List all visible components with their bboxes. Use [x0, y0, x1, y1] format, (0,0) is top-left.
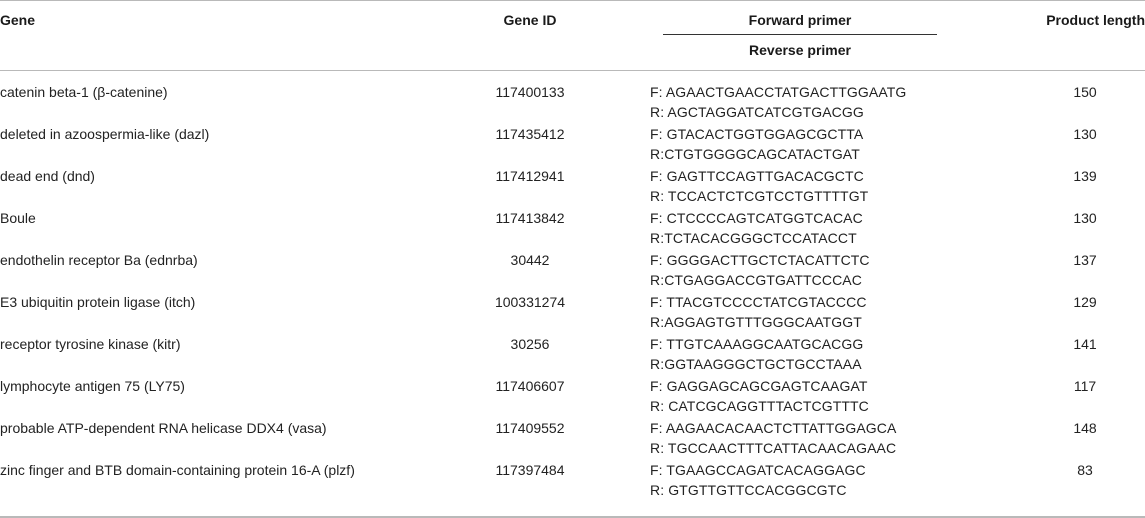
forward-primer: F: GGGGACTTGCTCTACATTCTC [650, 252, 870, 268]
reverse-primer: R:AGGAGTGTTTGGGCAATGGT [650, 314, 862, 330]
table-bottom-rule [0, 516, 1145, 518]
gene-id-cell: 30256 [510, 336, 550, 352]
primer-cell: F: GAGTTCCAGTTGACACGCTC R: TCCACTCTCGTCC… [650, 166, 868, 206]
primer-cell: F: TTGTCAAAGGCAATGCACGG R:GGTAAGGGCTGCTG… [650, 334, 863, 374]
header-forward-primer: Forward primer [748, 12, 852, 28]
gene-name-cell: probable ATP-dependent RNA helicase DDX4… [0, 420, 327, 436]
table-row: probable ATP-dependent RNA helicase DDX4… [0, 418, 1145, 460]
reverse-primer: R: AGCTAGGATCATCGTGACGG [650, 104, 864, 120]
product-length-cell: 117 [1073, 378, 1097, 394]
gene-name-cell: deleted in azoospermia-like (dazl) [0, 126, 210, 142]
product-length-cell: 83 [1077, 462, 1093, 478]
forward-primer: F: GAGGAGCAGCGAGTCAAGAT [650, 378, 868, 394]
reverse-primer: R:CTGTGGGGCAGCATACTGAT [650, 146, 860, 162]
primer-cell: F: TTACGTCCCCTATCGTACCCC R:AGGAGTGTTTGGG… [650, 292, 867, 332]
forward-primer: F: GTACACTGGTGGAGCGCTTA [650, 126, 864, 142]
gene-name-cell: dead end (dnd) [0, 168, 95, 184]
reverse-primer: R: TCCACTCTCGTCCTGTTTTGT [650, 188, 869, 204]
product-length-cell: 137 [1073, 252, 1097, 268]
primer-cell: F: GTACACTGGTGGAGCGCTTA R:CTGTGGGGCAGCAT… [650, 124, 863, 164]
forward-primer: F: TTACGTCCCCTATCGTACCCC [650, 294, 867, 310]
table-row: dead end (dnd) 117412941 F: GAGTTCCAGTTG… [0, 166, 1145, 208]
reverse-primer: R:CTGAGGACCGTGATTCCCAC [650, 272, 862, 288]
reverse-primer: R:TCTACACGGGCTCCATACCT [650, 230, 857, 246]
gene-id-cell: 117412941 [495, 168, 565, 184]
table-row: zinc finger and BTB domain-containing pr… [0, 460, 1145, 502]
gene-id-cell: 117409552 [495, 420, 565, 436]
gene-name-cell: Boule [0, 210, 36, 226]
primer-cell: F: AAGAACACAACTCTTATTGGAGCA R: TGCCAACTT… [650, 418, 896, 458]
gene-id-cell: 117406607 [495, 378, 565, 394]
product-length-cell: 129 [1073, 294, 1097, 310]
primer-cell: F: CTCCCCAGTCATGGTCACAC R:TCTACACGGGCTCC… [650, 208, 863, 248]
table-row: receptor tyrosine kinase (kitr) 30256 F:… [0, 334, 1145, 376]
gene-id-cell: 117413842 [495, 210, 565, 226]
gene-id-cell: 30442 [510, 252, 550, 268]
reverse-primer: R: TGCCAACTTTCATTACAACAGAAC [650, 440, 897, 456]
gene-name-cell: E3 ubiquitin protein ligase (itch) [0, 294, 196, 310]
forward-primer: F: CTCCCCAGTCATGGTCACAC [650, 210, 863, 226]
product-length-cell: 141 [1073, 336, 1097, 352]
table-row: E3 ubiquitin protein ligase (itch) 10033… [0, 292, 1145, 334]
forward-primer: F: TTGTCAAAGGCAATGCACGG [650, 336, 864, 352]
gene-name-cell: zinc finger and BTB domain-containing pr… [0, 462, 355, 478]
table-row: catenin beta-1 (β-catenine) 117400133 F:… [0, 82, 1145, 124]
reverse-primer: R: GTGTTGTTCCACGGCGTC [650, 482, 847, 498]
gene-name-cell: catenin beta-1 (β-catenine) [0, 84, 168, 100]
forward-primer: F: TGAAGCCAGATCACAGGAGC [650, 462, 866, 478]
table-row: endothelin receptor Ba (ednrba) 30442 F:… [0, 250, 1145, 292]
primer-header-divider [663, 34, 937, 35]
table-body: catenin beta-1 (β-catenine) 117400133 F:… [0, 82, 1145, 502]
table-header-rule [0, 70, 1145, 71]
forward-primer: F: GAGTTCCAGTTGACACGCTC [650, 168, 864, 184]
table-row: deleted in azoospermia-like (dazl) 11743… [0, 124, 1145, 166]
gene-id-cell: 100331274 [494, 294, 566, 310]
forward-primer: F: AGAACTGAACCTATGACTTGGAATG [650, 84, 907, 100]
header-gene-id: Gene ID [503, 12, 557, 28]
gene-id-cell: 117397484 [495, 462, 565, 478]
product-length-cell: 139 [1073, 168, 1097, 184]
gene-id-cell: 117435412 [495, 126, 565, 142]
gene-name-cell: lymphocyte antigen 75 (LY75) [0, 378, 185, 394]
table-row: lymphocyte antigen 75 (LY75) 117406607 F… [0, 376, 1145, 418]
header-product-length: Product length [1046, 12, 1145, 28]
header-reverse-primer: Reverse primer [749, 42, 851, 58]
reverse-primer: R:GGTAAGGGCTGCTGCCTAAA [650, 356, 862, 372]
product-length-cell: 130 [1073, 126, 1097, 142]
primer-cell: F: AGAACTGAACCTATGACTTGGAATG R: AGCTAGGA… [650, 82, 906, 122]
table-row: Boule 117413842 F: CTCCCCAGTCATGGTCACAC … [0, 208, 1145, 250]
gene-id-cell: 117400133 [495, 84, 565, 100]
header-gene: Gene [0, 12, 36, 28]
product-length-cell: 148 [1073, 420, 1097, 436]
primer-cell: F: GAGGAGCAGCGAGTCAAGAT R: CATCGCAGGTTTA… [650, 376, 869, 416]
primer-cell: F: GGGGACTTGCTCTACATTCTC R:CTGAGGACCGTGA… [650, 250, 870, 290]
gene-name-cell: receptor tyrosine kinase (kitr) [0, 336, 181, 352]
primer-cell: F: TGAAGCCAGATCACAGGAGC R: GTGTTGTTCCACG… [650, 460, 866, 500]
product-length-cell: 150 [1073, 84, 1097, 100]
reverse-primer: R: CATCGCAGGTTTACTCGTTTC [650, 398, 869, 414]
product-length-cell: 130 [1073, 210, 1097, 226]
table-top-rule [0, 0, 1145, 1]
forward-primer: F: AAGAACACAACTCTTATTGGAGCA [650, 420, 897, 436]
gene-name-cell: endothelin receptor Ba (ednrba) [0, 252, 198, 268]
